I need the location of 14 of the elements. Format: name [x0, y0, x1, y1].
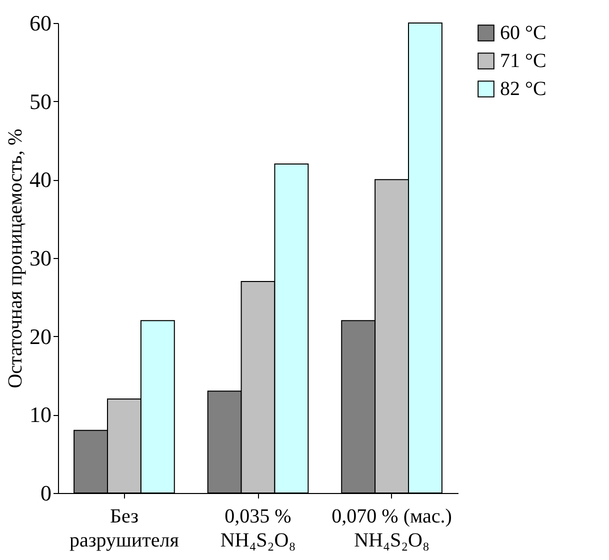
x-tick-label: 0,070 % (мас.) NH₄S₂O₈: [332, 506, 452, 552]
x-tick-label: 0,035 % NH₄S₂O₈: [220, 506, 296, 552]
y-tick-label: 10: [30, 402, 52, 428]
y-tick-label: 40: [30, 167, 52, 192]
y-tick-label: 50: [30, 88, 52, 114]
y-axis-title: Остаточная проницаемость, %: [4, 128, 26, 388]
legend-label: 82 °C: [500, 78, 546, 100]
y-tick-label: 60: [30, 10, 52, 36]
x-tick-label: Без разрушителя: [70, 506, 179, 552]
legend-label: 60 °C: [500, 22, 546, 44]
legend-label: 71 °C: [500, 50, 546, 72]
y-tick-label: 20: [30, 324, 52, 349]
y-tick-label: 0: [40, 480, 52, 506]
y-tick-label: 30: [30, 246, 52, 270]
